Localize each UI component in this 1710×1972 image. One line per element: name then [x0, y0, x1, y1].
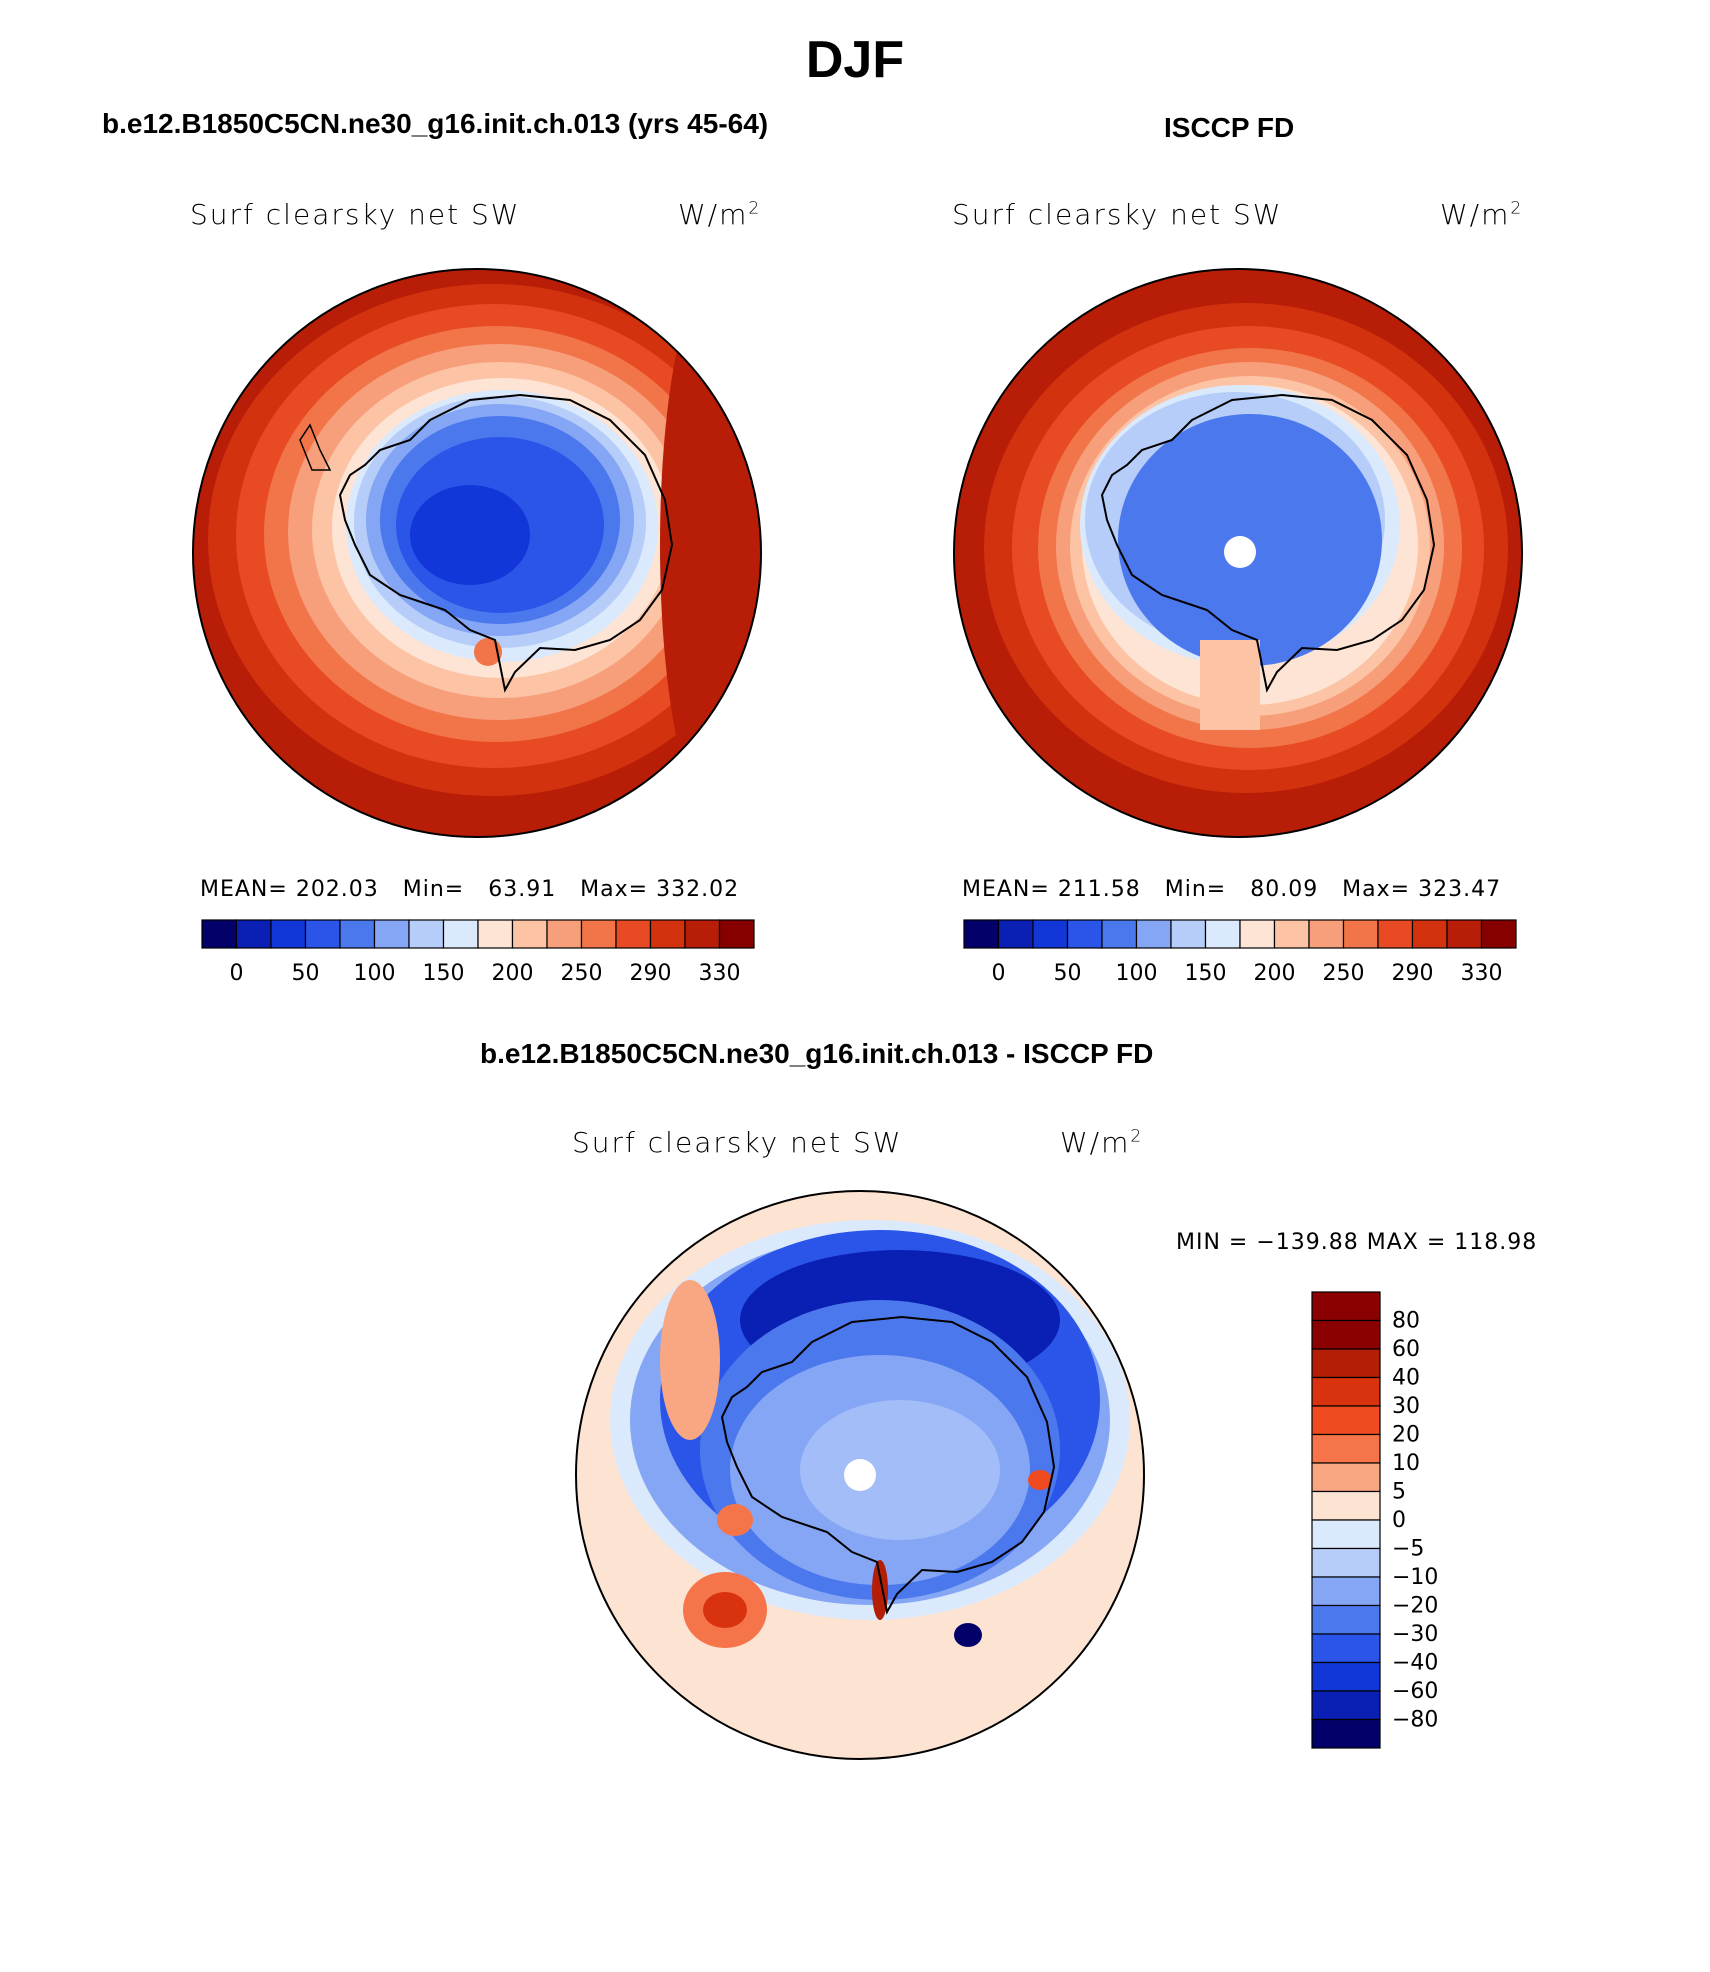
- colorbar-swatch: [1377, 919, 1414, 949]
- colorbar-swatch: [1204, 919, 1241, 949]
- colorbar-swatch: [684, 919, 721, 949]
- colorbar-swatch: [1311, 1376, 1381, 1407]
- colorbar-swatch: [649, 919, 686, 949]
- colorbar-swatch: [1446, 919, 1483, 949]
- colorbar-swatch: [477, 919, 514, 949]
- colorbar-swatch: [1308, 919, 1345, 949]
- panel-subtitle-model: Surf clearsky net SW: [190, 198, 521, 231]
- colorbar-tick-label: 50: [292, 961, 320, 986]
- colorbar-tick-label: −60: [1392, 1679, 1438, 1704]
- colorbar-diff: 80 60 40 30 20 10 5 0 −5 −10 −20 −30 −40 −60 −80: [1311, 1291, 1438, 1749]
- colorbar-swatch: [1311, 1348, 1381, 1379]
- colorbar-swatch: [1135, 919, 1172, 949]
- colorbar-swatch: [997, 919, 1034, 949]
- colorbar-tick-label: −80: [1392, 1708, 1438, 1733]
- colorbar-swatch: [1311, 1718, 1381, 1749]
- colorbar-tick-label: 100: [1116, 961, 1158, 986]
- colorbar-tick-label: 330: [699, 961, 741, 986]
- colorbar-tick-label: 290: [630, 961, 672, 986]
- panel-units-obs: W/m2: [1440, 198, 1524, 231]
- colorbar-tick-label: 0: [230, 961, 244, 986]
- colorbar-swatch: [442, 919, 479, 949]
- colorbar-swatch: [235, 919, 272, 949]
- diff-title: b.e12.B1850C5CN.ne30_g16.init.ch.013 - I…: [480, 1038, 1154, 1069]
- colorbar-swatch: [1311, 1661, 1381, 1692]
- colorbar-swatch: [1311, 1490, 1381, 1521]
- colorbar-obs: 0 50 100 150 200 250 290 330: [963, 919, 1517, 986]
- panel-subtitle-obs: Surf clearsky net SW: [952, 198, 1283, 231]
- colorbar-swatch: [546, 919, 583, 949]
- colorbar-model: 0 50 100 150 200 250 290 330: [201, 919, 755, 986]
- colorbar-swatch: [304, 919, 341, 949]
- colorbar-tick-label: 330: [1461, 961, 1503, 986]
- colorbar-tick-label: 250: [1323, 961, 1365, 986]
- colorbar-swatch: [1170, 919, 1207, 949]
- colorbar-tick-label: 200: [1254, 961, 1296, 986]
- colorbar-swatch: [511, 919, 548, 949]
- colorbar-tick-label: 200: [492, 961, 534, 986]
- colorbar-swatch: [1239, 919, 1276, 949]
- colorbar-swatch: [1411, 919, 1448, 949]
- colorbar-swatch: [1273, 919, 1310, 949]
- colorbar-tick-label: −40: [1392, 1651, 1438, 1676]
- colorbar-swatch: [1480, 919, 1517, 949]
- stats-model: MEAN= 202.03 Min= 63.91 Max= 332.02: [200, 877, 740, 902]
- colorbar-swatch: [1311, 1433, 1381, 1464]
- colorbar-tick-label: 30: [1392, 1394, 1420, 1419]
- colorbar-swatch: [1311, 1604, 1381, 1635]
- colorbar-swatch: [1311, 1462, 1381, 1493]
- colorbar-tick-label: −20: [1392, 1594, 1438, 1619]
- top-maps: [192, 268, 1523, 838]
- colorbar-tick-label: 60: [1392, 1337, 1420, 1362]
- colorbar-swatch: [1101, 919, 1138, 949]
- colorbar-tick-label: 80: [1392, 1309, 1420, 1334]
- diff-minmax: MIN = −139.88 MAX = 118.98: [1176, 1230, 1538, 1255]
- map-model: [193, 269, 761, 837]
- colorbar-swatch: [1342, 919, 1379, 949]
- colorbar-swatch: [580, 919, 617, 949]
- colorbar-tick-label: 0: [992, 961, 1006, 986]
- colorbar-swatch: [718, 919, 755, 949]
- colorbar-tick-label: 0: [1392, 1508, 1406, 1533]
- colorbar-swatch: [1311, 1690, 1381, 1721]
- colorbar-tick-label: 20: [1392, 1423, 1420, 1448]
- diff-map-area: [575, 1190, 1145, 1760]
- colorbar-tick-label: −10: [1392, 1565, 1438, 1590]
- colorbar-swatch: [963, 919, 1000, 949]
- season-title: DJF: [805, 31, 905, 89]
- stats-obs: MEAN= 211.58 Min= 80.09 Max= 323.47: [962, 877, 1502, 902]
- colorbar-tick-label: −30: [1392, 1622, 1438, 1647]
- colorbar-swatch: [615, 919, 652, 949]
- panel-units-model: W/m2: [678, 198, 762, 231]
- colorbar-tick-label: 100: [354, 961, 396, 986]
- colorbar-swatch: [1066, 919, 1103, 949]
- colorbar-tick-label: 250: [561, 961, 603, 986]
- colorbar-tick-label: 50: [1054, 961, 1082, 986]
- colorbar-swatch: [1311, 1547, 1381, 1578]
- colorbar-swatch: [1311, 1519, 1381, 1550]
- panel-title-model: b.e12.B1850C5CN.ne30_g16.init.ch.013 (yr…: [102, 108, 769, 139]
- colorbar-tick-label: 290: [1392, 961, 1434, 986]
- colorbar-swatch: [1311, 1405, 1381, 1436]
- colorbar-tick-label: 150: [1185, 961, 1227, 986]
- colorbar-swatch: [408, 919, 445, 949]
- colorbar-tick-label: 5: [1392, 1480, 1406, 1505]
- diff-subtitle: Surf clearsky net SW: [572, 1126, 903, 1159]
- colorbar-tick-label: −5: [1392, 1537, 1424, 1562]
- colorbar-tick-label: 150: [423, 961, 465, 986]
- colorbar-swatch: [373, 919, 410, 949]
- colorbar-tick-label: 10: [1392, 1451, 1420, 1476]
- colorbar-swatch: [1311, 1291, 1381, 1322]
- colorbar-swatch: [270, 919, 307, 949]
- colorbar-swatch: [339, 919, 376, 949]
- diff-units: W/m2: [1060, 1126, 1144, 1159]
- colorbar-swatch: [1032, 919, 1069, 949]
- colorbar-swatch: [1311, 1576, 1381, 1607]
- panel-title-obs: ISCCP FD: [1164, 112, 1295, 143]
- colorbar-tick-label: 40: [1392, 1366, 1420, 1391]
- colorbar-swatch: [201, 919, 238, 949]
- colorbar-swatch: [1311, 1633, 1381, 1664]
- colorbar-swatch: [1311, 1319, 1381, 1350]
